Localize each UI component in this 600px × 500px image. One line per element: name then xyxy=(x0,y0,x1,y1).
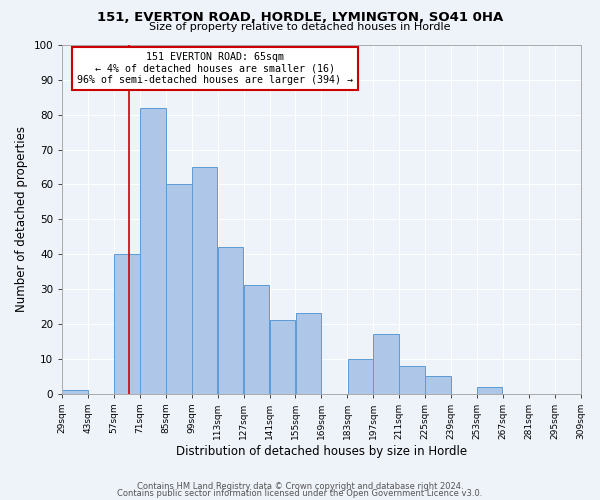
Y-axis label: Number of detached properties: Number of detached properties xyxy=(15,126,28,312)
Text: Contains public sector information licensed under the Open Government Licence v3: Contains public sector information licen… xyxy=(118,489,482,498)
Bar xyxy=(477,386,502,394)
Bar xyxy=(192,167,217,394)
Bar xyxy=(296,314,321,394)
Bar xyxy=(373,334,399,394)
Text: Size of property relative to detached houses in Hordle: Size of property relative to detached ho… xyxy=(149,22,451,32)
Bar xyxy=(218,247,244,394)
Bar xyxy=(347,358,373,394)
Bar xyxy=(244,286,269,394)
Text: Contains HM Land Registry data © Crown copyright and database right 2024.: Contains HM Land Registry data © Crown c… xyxy=(137,482,463,491)
X-axis label: Distribution of detached houses by size in Hordle: Distribution of detached houses by size … xyxy=(176,444,467,458)
Bar xyxy=(62,390,88,394)
Bar xyxy=(270,320,295,394)
Bar xyxy=(425,376,451,394)
Text: 151, EVERTON ROAD, HORDLE, LYMINGTON, SO41 0HA: 151, EVERTON ROAD, HORDLE, LYMINGTON, SO… xyxy=(97,11,503,24)
Bar xyxy=(115,254,140,394)
Bar xyxy=(140,108,166,394)
Text: 151 EVERTON ROAD: 65sqm
← 4% of detached houses are smaller (16)
96% of semi-det: 151 EVERTON ROAD: 65sqm ← 4% of detached… xyxy=(77,52,353,85)
Bar xyxy=(166,184,191,394)
Bar xyxy=(400,366,425,394)
